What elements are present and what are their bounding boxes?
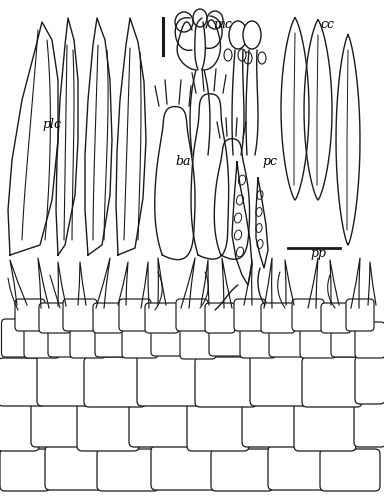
FancyBboxPatch shape xyxy=(119,299,151,331)
FancyBboxPatch shape xyxy=(145,303,179,333)
FancyBboxPatch shape xyxy=(180,321,216,359)
FancyBboxPatch shape xyxy=(294,399,356,451)
FancyBboxPatch shape xyxy=(95,319,129,357)
FancyBboxPatch shape xyxy=(302,357,362,407)
Ellipse shape xyxy=(257,240,263,248)
Ellipse shape xyxy=(258,52,266,64)
Ellipse shape xyxy=(244,52,252,64)
FancyBboxPatch shape xyxy=(151,320,189,356)
FancyBboxPatch shape xyxy=(93,303,123,333)
Ellipse shape xyxy=(229,21,247,49)
FancyBboxPatch shape xyxy=(355,356,384,404)
FancyBboxPatch shape xyxy=(122,322,158,358)
Ellipse shape xyxy=(234,230,242,240)
FancyBboxPatch shape xyxy=(151,446,219,490)
Text: plc: plc xyxy=(42,118,61,131)
Ellipse shape xyxy=(237,195,243,205)
Ellipse shape xyxy=(243,21,261,49)
Ellipse shape xyxy=(257,190,263,200)
FancyBboxPatch shape xyxy=(205,303,235,333)
FancyBboxPatch shape xyxy=(209,320,247,356)
FancyBboxPatch shape xyxy=(321,303,351,333)
FancyBboxPatch shape xyxy=(15,299,45,331)
FancyBboxPatch shape xyxy=(37,354,93,406)
FancyBboxPatch shape xyxy=(240,322,276,358)
FancyBboxPatch shape xyxy=(292,299,324,331)
FancyBboxPatch shape xyxy=(45,446,105,490)
Text: cc: cc xyxy=(320,18,334,31)
Ellipse shape xyxy=(256,208,262,216)
FancyBboxPatch shape xyxy=(48,319,82,357)
FancyBboxPatch shape xyxy=(234,299,266,331)
FancyBboxPatch shape xyxy=(137,354,203,406)
Ellipse shape xyxy=(234,213,242,223)
Text: pc: pc xyxy=(262,155,277,168)
FancyBboxPatch shape xyxy=(63,299,97,331)
Text: ba: ba xyxy=(175,155,190,168)
FancyBboxPatch shape xyxy=(0,449,50,491)
FancyBboxPatch shape xyxy=(261,303,295,333)
FancyBboxPatch shape xyxy=(195,357,257,407)
FancyBboxPatch shape xyxy=(39,303,71,333)
Text: mc: mc xyxy=(213,18,232,31)
FancyBboxPatch shape xyxy=(269,319,307,357)
FancyBboxPatch shape xyxy=(77,399,139,451)
FancyBboxPatch shape xyxy=(0,358,46,406)
FancyBboxPatch shape xyxy=(70,322,106,358)
Ellipse shape xyxy=(175,12,193,32)
Text: pp: pp xyxy=(310,247,326,260)
FancyBboxPatch shape xyxy=(354,397,384,447)
Ellipse shape xyxy=(193,9,207,27)
Ellipse shape xyxy=(224,49,232,61)
FancyBboxPatch shape xyxy=(0,399,39,451)
FancyBboxPatch shape xyxy=(331,319,365,357)
Ellipse shape xyxy=(237,247,243,257)
FancyBboxPatch shape xyxy=(268,446,328,490)
Ellipse shape xyxy=(256,224,262,232)
FancyBboxPatch shape xyxy=(346,299,374,331)
FancyBboxPatch shape xyxy=(31,397,85,447)
FancyBboxPatch shape xyxy=(242,397,302,447)
FancyBboxPatch shape xyxy=(300,322,336,358)
FancyBboxPatch shape xyxy=(250,354,310,406)
FancyBboxPatch shape xyxy=(97,449,159,491)
FancyBboxPatch shape xyxy=(187,399,249,451)
FancyBboxPatch shape xyxy=(355,322,384,358)
Ellipse shape xyxy=(207,11,223,29)
Ellipse shape xyxy=(238,49,246,61)
FancyBboxPatch shape xyxy=(129,397,195,447)
FancyBboxPatch shape xyxy=(211,449,273,491)
FancyBboxPatch shape xyxy=(84,357,146,407)
FancyBboxPatch shape xyxy=(320,449,380,491)
FancyBboxPatch shape xyxy=(24,322,60,358)
Ellipse shape xyxy=(238,175,246,185)
FancyBboxPatch shape xyxy=(2,319,35,357)
FancyBboxPatch shape xyxy=(176,299,208,331)
